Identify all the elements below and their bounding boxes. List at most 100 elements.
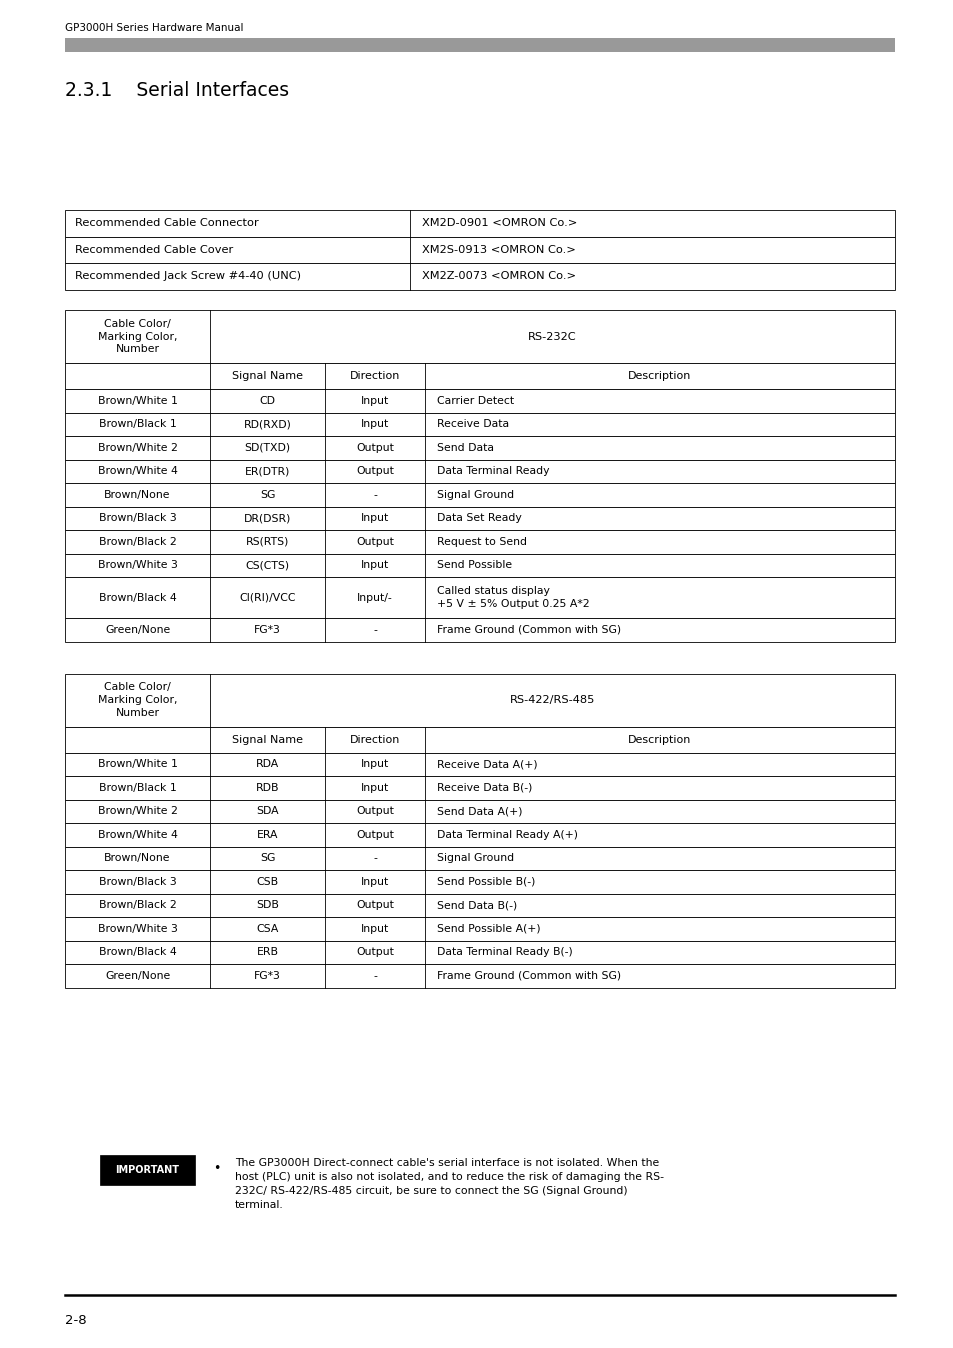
- Bar: [65, 917, 894, 941]
- Text: ERB: ERB: [256, 948, 278, 957]
- Bar: [65, 799, 894, 824]
- Text: Output: Output: [355, 442, 394, 453]
- Bar: [65, 619, 894, 642]
- Text: Output: Output: [355, 806, 394, 817]
- Bar: [65, 727, 894, 752]
- Bar: [65, 824, 894, 847]
- Text: Direction: Direction: [350, 735, 399, 744]
- Text: Cable Color/
Marking Color,
Number: Cable Color/ Marking Color, Number: [97, 318, 177, 355]
- Text: Green/None: Green/None: [105, 625, 170, 635]
- Text: Request to Send: Request to Send: [436, 537, 526, 547]
- Text: CSB: CSB: [256, 878, 278, 887]
- Text: RS-232C: RS-232C: [528, 332, 577, 341]
- Text: -: -: [373, 971, 376, 981]
- Bar: [65, 776, 894, 799]
- Bar: [65, 507, 894, 530]
- Bar: [65, 964, 894, 988]
- Text: Send Data B(-): Send Data B(-): [436, 900, 517, 910]
- Text: SG: SG: [259, 853, 274, 863]
- Text: RS(RTS): RS(RTS): [246, 537, 289, 547]
- Text: The GP3000H Direct-connect cable's serial interface is not isolated. When the
ho: The GP3000H Direct-connect cable's seria…: [234, 1158, 663, 1211]
- Text: CD: CD: [259, 396, 275, 406]
- Text: Direction: Direction: [350, 371, 399, 381]
- Text: Brown/None: Brown/None: [104, 489, 171, 500]
- Text: Carrier Detect: Carrier Detect: [436, 396, 514, 406]
- Text: RD(RXD): RD(RXD): [243, 419, 291, 429]
- Text: Send Possible B(-): Send Possible B(-): [436, 878, 535, 887]
- Text: Brown/Black 1: Brown/Black 1: [98, 419, 176, 429]
- Text: -: -: [373, 625, 376, 635]
- Text: Data Terminal Ready B(-): Data Terminal Ready B(-): [436, 948, 572, 957]
- Bar: [65, 752, 894, 776]
- Text: SD(TXD): SD(TXD): [244, 442, 291, 453]
- Bar: [65, 412, 894, 435]
- Text: Green/None: Green/None: [105, 971, 170, 981]
- Text: Brown/Black 4: Brown/Black 4: [98, 593, 176, 603]
- Text: Recommended Cable Cover: Recommended Cable Cover: [75, 245, 233, 255]
- Text: XM2S-0913 <OMRON Co.>: XM2S-0913 <OMRON Co.>: [421, 245, 576, 255]
- Text: ER(DTR): ER(DTR): [245, 466, 290, 476]
- Text: Receive Data: Receive Data: [436, 419, 509, 429]
- Text: Brown/White 4: Brown/White 4: [97, 466, 177, 476]
- Text: RDB: RDB: [255, 783, 279, 793]
- Text: Input: Input: [360, 514, 389, 523]
- Bar: [65, 941, 894, 964]
- Text: SDB: SDB: [255, 900, 278, 910]
- Text: Brown/Black 3: Brown/Black 3: [98, 514, 176, 523]
- Bar: [65, 674, 894, 727]
- Text: Brown/White 3: Brown/White 3: [97, 923, 177, 934]
- Text: Output: Output: [355, 900, 394, 910]
- Text: -: -: [373, 853, 376, 863]
- Text: CI(RI)/VCC: CI(RI)/VCC: [239, 593, 295, 603]
- Text: •: •: [213, 1162, 220, 1175]
- Text: Brown/Black 2: Brown/Black 2: [98, 900, 176, 910]
- Text: Data Terminal Ready A(+): Data Terminal Ready A(+): [436, 830, 578, 840]
- Text: Send Data A(+): Send Data A(+): [436, 806, 522, 817]
- Text: Description: Description: [628, 735, 691, 744]
- Text: Brown/White 2: Brown/White 2: [97, 442, 177, 453]
- Text: Send Data: Send Data: [436, 442, 494, 453]
- Text: 2.3.1    Serial Interfaces: 2.3.1 Serial Interfaces: [65, 81, 289, 100]
- Text: SG: SG: [259, 489, 274, 500]
- Text: Called status display
+5 V ± 5% Output 0.25 A*2: Called status display +5 V ± 5% Output 0…: [436, 586, 589, 609]
- Text: Description: Description: [628, 371, 691, 381]
- Text: FG*3: FG*3: [253, 971, 280, 981]
- Text: RS-422/RS-485: RS-422/RS-485: [509, 696, 595, 705]
- Bar: [65, 577, 894, 619]
- Text: Output: Output: [355, 537, 394, 547]
- Text: CSA: CSA: [256, 923, 278, 934]
- Text: XM2D-0901 <OMRON Co.>: XM2D-0901 <OMRON Co.>: [421, 218, 577, 228]
- Text: Brown/White 4: Brown/White 4: [97, 830, 177, 840]
- Bar: [100, 1155, 194, 1185]
- Text: Input: Input: [360, 396, 389, 406]
- Text: Recommended Jack Screw #4-40 (UNC): Recommended Jack Screw #4-40 (UNC): [75, 271, 301, 282]
- Text: Send Possible A(+): Send Possible A(+): [436, 923, 540, 934]
- Bar: [65, 363, 894, 390]
- Text: Send Possible: Send Possible: [436, 561, 512, 570]
- Bar: [65, 460, 894, 483]
- Bar: [65, 38, 894, 53]
- Bar: [65, 847, 894, 869]
- Text: Input: Input: [360, 783, 389, 793]
- Text: Frame Ground (Common with SG): Frame Ground (Common with SG): [436, 971, 620, 981]
- Text: DR(DSR): DR(DSR): [244, 514, 291, 523]
- Text: XM2Z-0073 <OMRON Co.>: XM2Z-0073 <OMRON Co.>: [421, 271, 576, 282]
- Text: Brown/Black 4: Brown/Black 4: [98, 948, 176, 957]
- Text: Brown/Black 3: Brown/Black 3: [98, 878, 176, 887]
- Text: 2-8: 2-8: [65, 1313, 87, 1326]
- Text: Input: Input: [360, 923, 389, 934]
- Bar: [65, 483, 894, 507]
- Text: Brown/Black 2: Brown/Black 2: [98, 537, 176, 547]
- Text: Brown/Black 1: Brown/Black 1: [98, 783, 176, 793]
- Text: Data Terminal Ready: Data Terminal Ready: [436, 466, 549, 476]
- Text: SDA: SDA: [256, 806, 278, 817]
- Text: RDA: RDA: [255, 759, 279, 770]
- Text: FG*3: FG*3: [253, 625, 280, 635]
- Bar: [65, 210, 894, 236]
- Text: ERA: ERA: [256, 830, 278, 840]
- Text: IMPORTANT: IMPORTANT: [115, 1165, 179, 1175]
- Text: Receive Data A(+): Receive Data A(+): [436, 759, 537, 770]
- Text: Input/-: Input/-: [356, 593, 393, 603]
- Bar: [65, 554, 894, 577]
- Bar: [65, 435, 894, 460]
